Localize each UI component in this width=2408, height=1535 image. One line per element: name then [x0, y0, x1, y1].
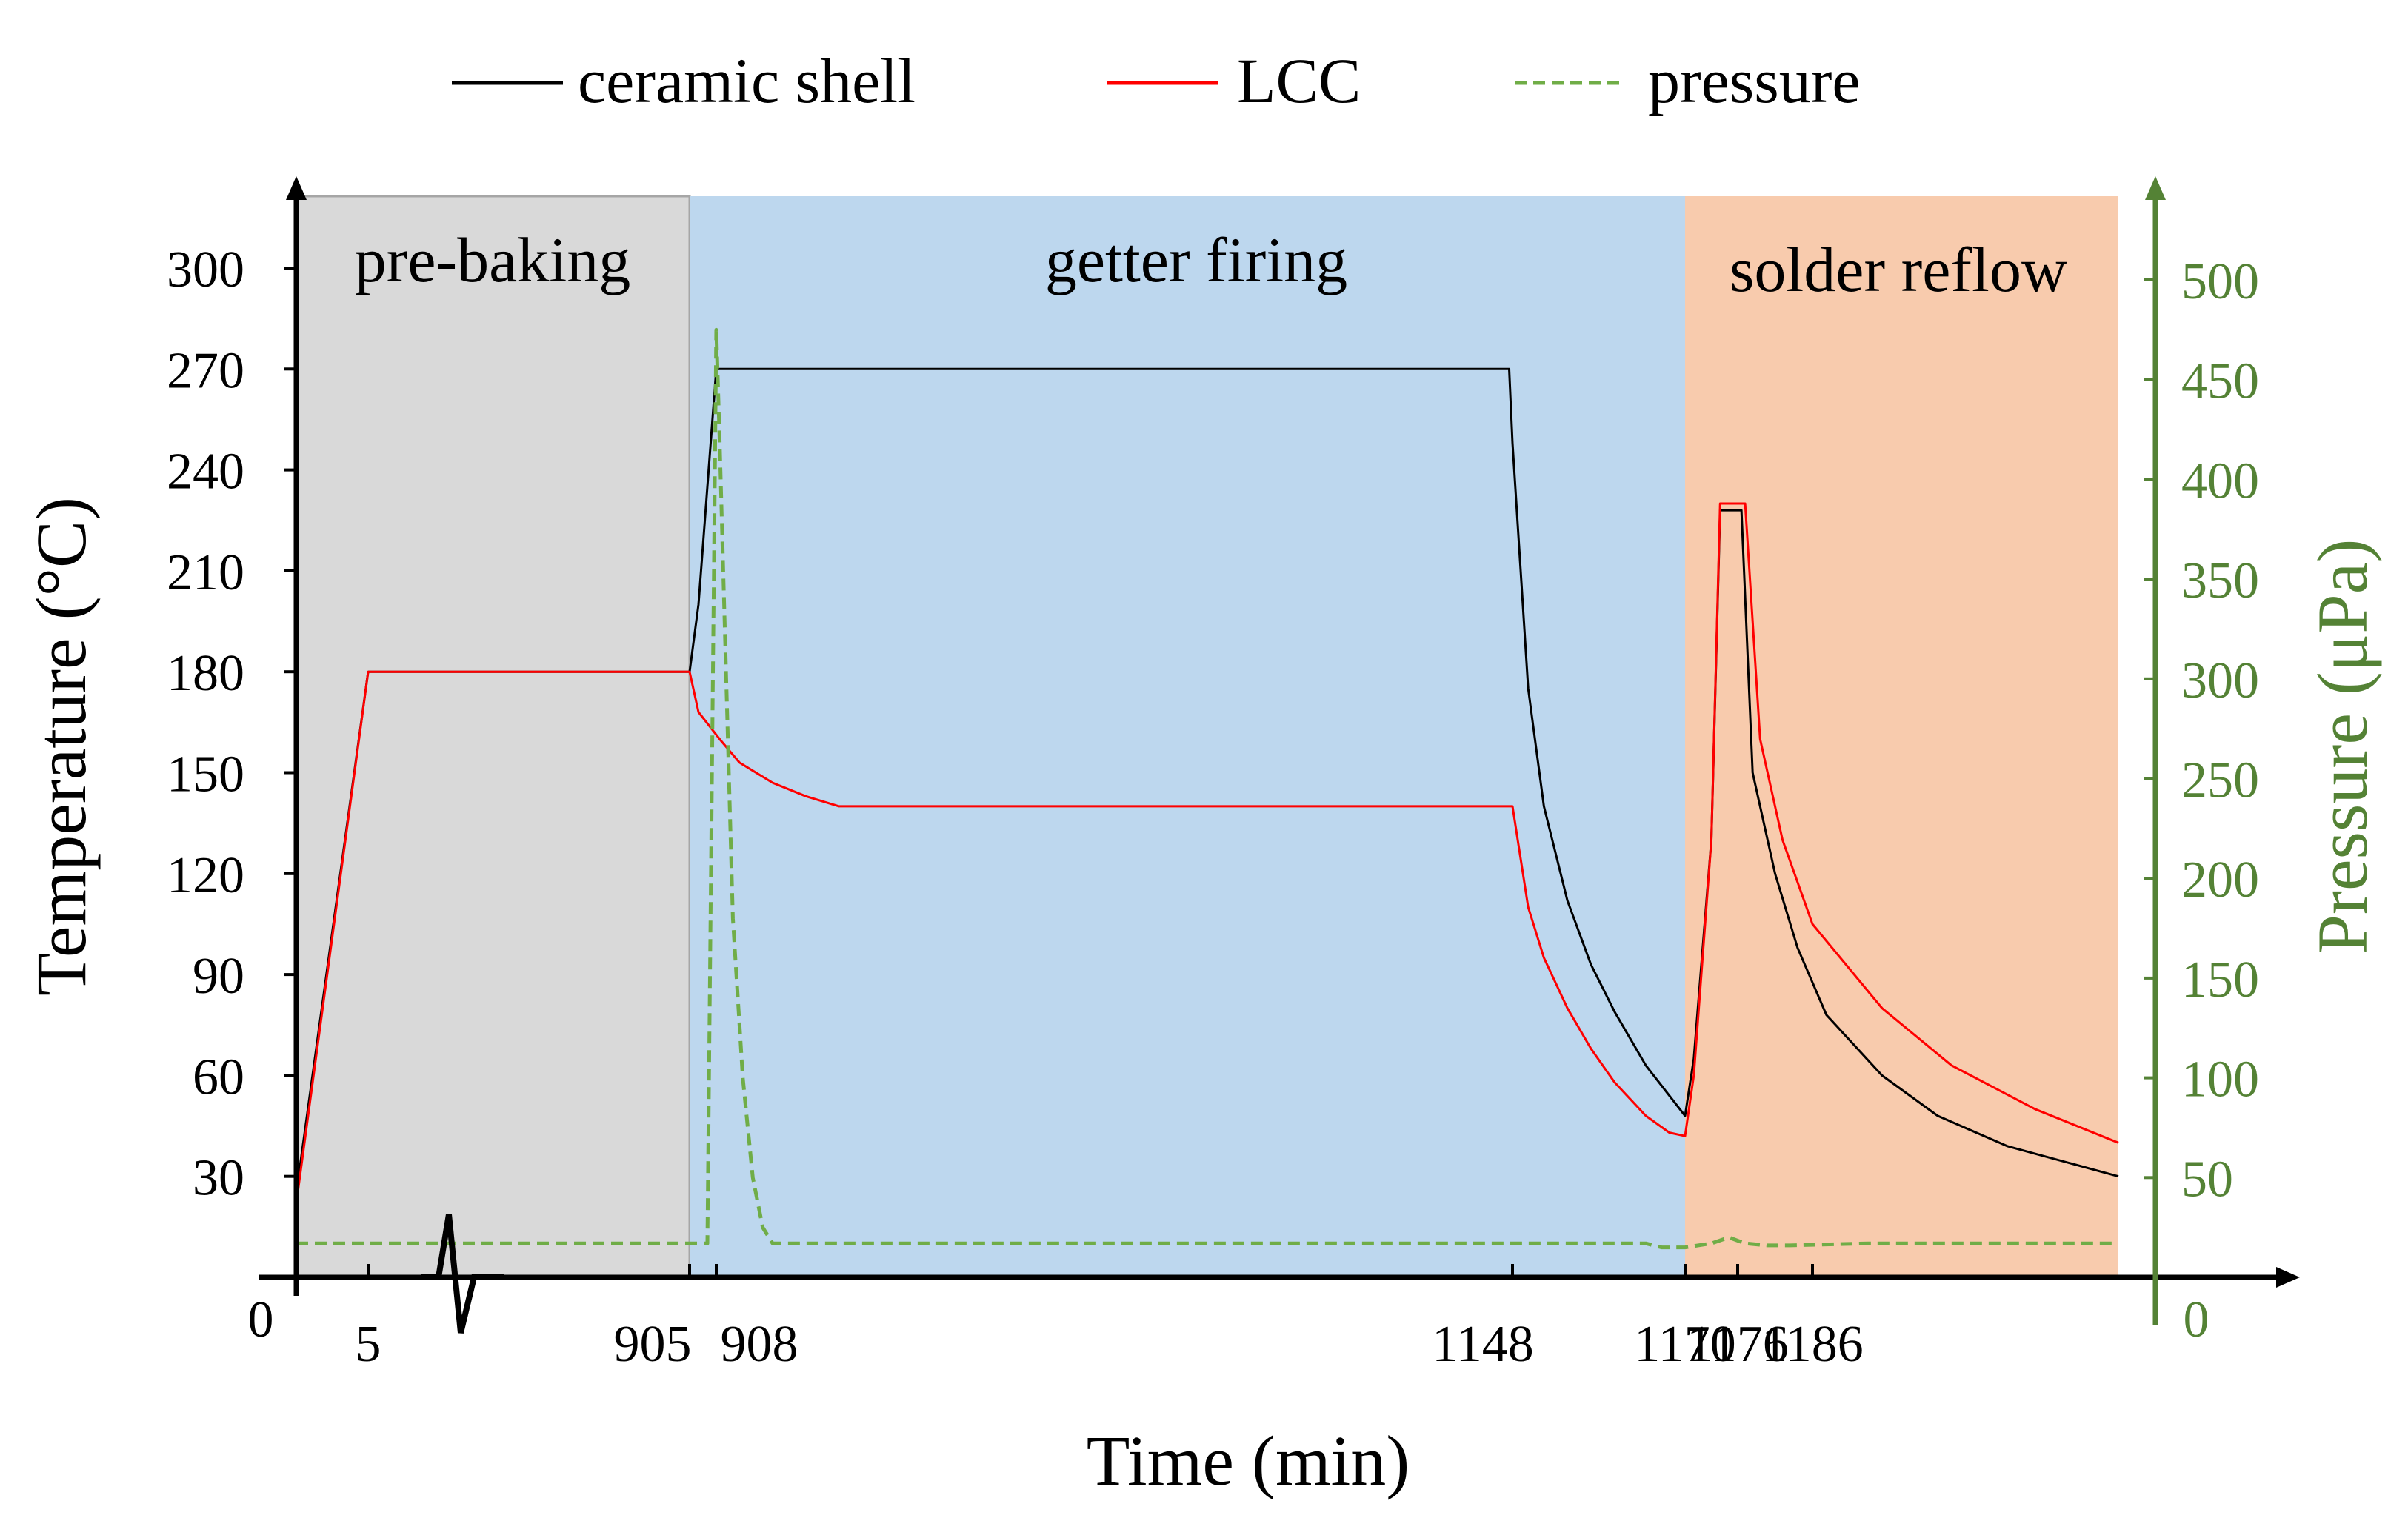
y2-tick-label: 500: [2181, 253, 2259, 310]
y-tick-label: 150: [167, 746, 244, 803]
ticks: 3060901201501802102402703005010015020025…: [167, 241, 2259, 1373]
y2-tick-label: 100: [2181, 1051, 2259, 1108]
y-tick-label: 30: [193, 1150, 244, 1207]
y-tick-label: 240: [167, 444, 244, 501]
x-tick-label: 905: [614, 1316, 692, 1373]
series-layer: [295, 327, 2119, 1250]
legend: ceramic shell LCC pressure: [452, 45, 1861, 116]
legend-label-pressure: pressure: [1648, 45, 1861, 116]
y2-tick-label: 350: [2181, 552, 2259, 609]
y2-tick-label: 300: [2181, 652, 2259, 709]
y2-tick-label: 400: [2181, 452, 2259, 509]
prebaking-region: [295, 195, 691, 1279]
series-line-ceramic-shell: [295, 367, 2119, 1194]
legend-label-ceramic-shell: ceramic shell: [578, 45, 915, 116]
y-tick-label: 270: [167, 342, 244, 399]
y2-tick-label: 50: [2181, 1151, 2233, 1208]
x-tick-label: 1186: [1761, 1316, 1863, 1373]
phase-backgrounds: [295, 195, 2118, 1279]
y-tick-label: 180: [167, 645, 244, 702]
y2-axis-title: Pressure (μPa): [2303, 539, 2382, 954]
x-tick-label: 1176: [1687, 1316, 1788, 1373]
y-tick-label: 210: [167, 544, 244, 601]
y-tick-label: 90: [193, 948, 244, 1005]
x-origin-label: 0: [248, 1291, 274, 1348]
phase-label-solder-reflow: solder reflow: [1730, 234, 2067, 305]
y-tick-label: 120: [167, 847, 244, 904]
phase-labels: pre-baking getter firing solder reflow: [355, 224, 2067, 305]
series-line-pressure: [296, 327, 2118, 1250]
axis-titles: Time (min) Temperature (°C) Pressure (μP…: [21, 497, 2382, 1500]
x-axis-arrow: [2276, 1267, 2300, 1288]
x-tick-label: 5: [356, 1316, 381, 1373]
y2-tick-label: 150: [2181, 952, 2259, 1009]
x-tick-label: 908: [721, 1316, 798, 1373]
y-tick-label: 60: [193, 1049, 244, 1106]
x-tick-label: 1170: [1634, 1316, 1735, 1373]
y-axis-title: Temperature (°C): [21, 497, 101, 996]
series-line-lcc: [295, 502, 2119, 1204]
y-axis-arrow: [286, 176, 307, 200]
phase-label-prebaking: pre-baking: [355, 224, 631, 295]
getter-firing-region: [690, 196, 1685, 1277]
legend-label-lcc: LCC: [1237, 45, 1361, 116]
y2-origin-label: 0: [2184, 1291, 2209, 1348]
axis-break-mark: [421, 1214, 504, 1334]
y2-tick-label: 250: [2181, 752, 2259, 809]
y2-axis-arrow: [2145, 176, 2166, 200]
y2-tick-label: 200: [2181, 852, 2259, 909]
x-tick-label: 1148: [1432, 1316, 1533, 1373]
phase-label-getter-firing: getter firing: [1045, 224, 1347, 295]
x-axis-title: Time (min): [1087, 1421, 1410, 1500]
y-tick-label: 300: [167, 241, 244, 298]
solder-reflow-region: [1685, 196, 2118, 1277]
y2-tick-label: 450: [2181, 353, 2259, 410]
